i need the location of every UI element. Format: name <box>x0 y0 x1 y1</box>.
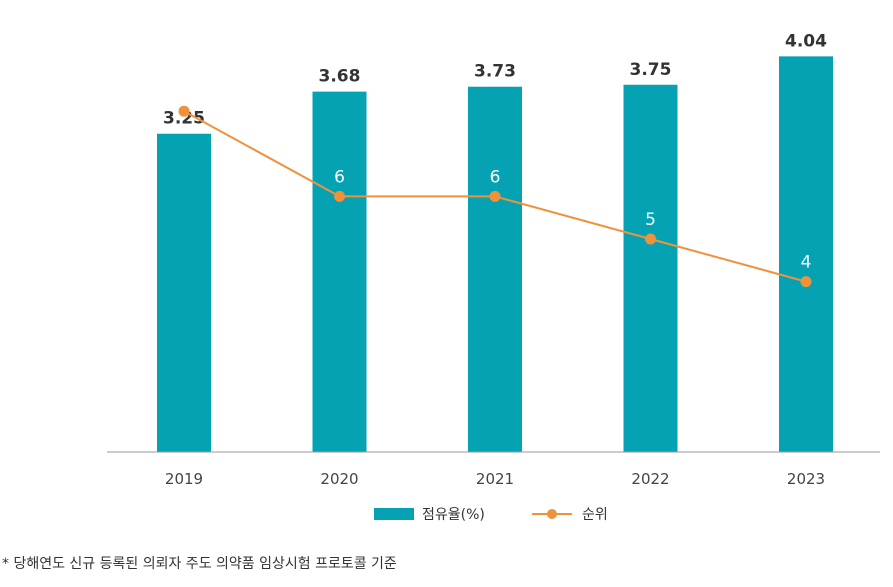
rank-value-label-2020: 6 <box>334 167 345 187</box>
legend-line-label: 순위 <box>582 507 608 523</box>
bar-value-label-2022: 3.75 <box>630 60 672 80</box>
rank-point-2021 <box>489 190 501 202</box>
rank-value-label-2019: 8 <box>179 82 190 102</box>
bar-2019 <box>157 133 211 453</box>
rank-value-label-2023: 4 <box>801 253 812 273</box>
rank-point-2022 <box>645 233 656 245</box>
footnote: * 당해연도 신규 등록된 의뢰자 주도 의약품 임상시험 프로토콜 기준 <box>2 556 397 572</box>
rank-point-2020 <box>334 190 345 202</box>
bar-value-label-2019: 3.25 <box>163 109 205 129</box>
bar-2022 <box>623 84 678 453</box>
rank-line-series: 8 6 6 5 4 <box>178 82 812 288</box>
legend-bar-swatch <box>374 508 414 520</box>
legend-line-marker <box>547 509 557 519</box>
bar-value-label-2020: 3.68 <box>319 67 361 87</box>
rank-point-2023 <box>800 276 812 288</box>
x-tick-label-2022: 2022 <box>631 470 669 488</box>
legend-bar-label: 점유율(%) <box>422 507 485 523</box>
bar-series: 3.25 3.68 3.73 3.75 4.04 <box>157 31 833 453</box>
bar-value-label-2021: 3.73 <box>474 62 516 82</box>
legend: 점유율(%) 순위 <box>374 507 608 523</box>
x-tick-label-2020: 2020 <box>320 470 358 488</box>
x-tick-label-2019: 2019 <box>165 470 203 488</box>
x-tick-label-2021: 2021 <box>476 470 514 488</box>
bar-2021 <box>468 86 522 453</box>
bar-value-label-2023: 4.04 <box>785 31 827 51</box>
bar-2023 <box>779 56 833 453</box>
bar-2020 <box>312 91 367 452</box>
x-axis-ticks: 2019 2020 2021 2022 2023 <box>165 470 825 488</box>
x-tick-label-2023: 2023 <box>787 470 825 488</box>
rank-value-label-2022: 5 <box>645 210 656 230</box>
rank-value-label-2021: 6 <box>490 167 501 187</box>
rank-point-2019 <box>178 105 190 117</box>
